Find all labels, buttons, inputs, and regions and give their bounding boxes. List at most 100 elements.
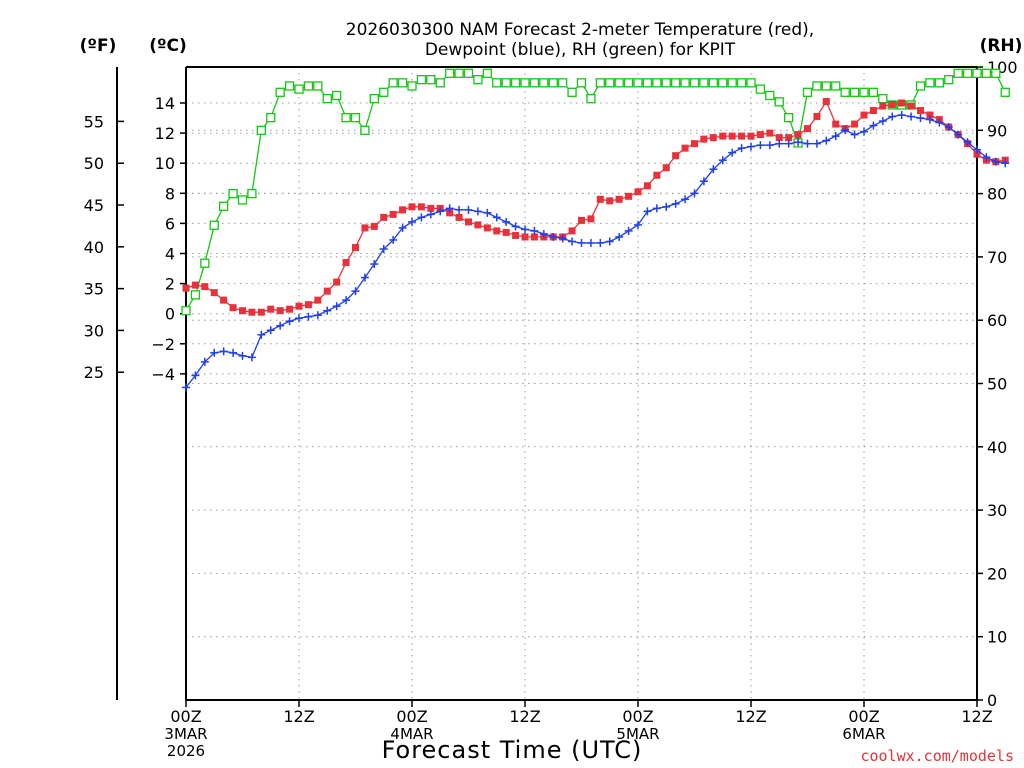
- rh-point: [699, 78, 709, 88]
- rh-point: [953, 68, 963, 78]
- temperature-point: [804, 125, 811, 133]
- dewpoint-point: [897, 111, 906, 120]
- rh-point: [350, 112, 361, 123]
- celsius-tick-label: 6: [165, 214, 175, 233]
- dewpoint-point: [615, 232, 624, 241]
- rh-tick-label: 50: [987, 375, 1007, 394]
- temperature-point: [182, 284, 190, 292]
- rh-tick-label: 80: [987, 185, 1007, 204]
- rh-point: [284, 81, 295, 91]
- temperature-point: [220, 296, 228, 304]
- axes: −4 −2 0 2 4 6 8 10 12 14 25 30 35 40 45 50 55 0 10 20 30 40 50…: [84, 58, 1018, 760]
- dewpoint-point: [794, 138, 803, 147]
- temperature-point: [785, 134, 793, 142]
- temperature-point: [361, 224, 369, 232]
- temperature-point: [465, 218, 472, 226]
- dewpoint-point: [775, 139, 784, 148]
- rh-point: [482, 68, 492, 78]
- x-tick-label: 00Z: [396, 707, 427, 726]
- dewpoint-point: [549, 232, 558, 241]
- rh-point: [379, 87, 389, 97]
- rh-point: [435, 78, 445, 88]
- dewpoint-point: [210, 348, 219, 357]
- rh-point: [755, 84, 766, 94]
- temperature-point: [267, 305, 275, 313]
- dewpoint-point: [944, 123, 953, 132]
- temperature-point: [606, 197, 614, 205]
- temperature-point: [719, 132, 727, 140]
- dewpoint-point: [935, 118, 944, 127]
- rh-point: [237, 195, 248, 205]
- temperature-point: [832, 120, 840, 128]
- dewpoint-point: [285, 317, 294, 326]
- rh-point: [718, 78, 728, 88]
- dewpoint-point: [313, 311, 322, 320]
- rh-point: [463, 68, 474, 78]
- temperature-point: [596, 195, 604, 203]
- x-tick-label: 00Z: [170, 707, 201, 726]
- temperature-point: [286, 305, 294, 313]
- fahrenheit-tick-label: 25: [84, 363, 104, 382]
- rh-point: [473, 75, 483, 85]
- temperature-point: [578, 216, 585, 224]
- dewpoint-point: [492, 213, 501, 222]
- dewpoint-point: [257, 330, 266, 339]
- rh-point: [558, 78, 568, 88]
- dewpoint-point: [577, 238, 586, 247]
- fahrenheit-tick-label: 35: [84, 280, 104, 299]
- rh-point: [878, 94, 888, 104]
- temperature-point: [973, 150, 981, 158]
- rh-point: [689, 78, 700, 88]
- temperature-point: [615, 195, 623, 203]
- dewpoint-point: [652, 204, 661, 213]
- temperature-point: [662, 164, 670, 172]
- dewpoint-point: [803, 139, 812, 148]
- dewpoint-point: [718, 156, 727, 165]
- dewpoint-point: [483, 208, 492, 217]
- dewpoint-point: [954, 130, 963, 139]
- rh-point: [181, 306, 191, 316]
- temperature-point: [568, 227, 576, 235]
- x-tick-label: 12Z: [735, 707, 766, 726]
- temperature-point: [370, 222, 378, 230]
- x-date-label: 6MAR: [842, 725, 885, 743]
- dewpoint-point: [756, 141, 765, 150]
- temperature-point: [304, 301, 312, 309]
- temperature-point: [380, 213, 388, 221]
- dewpoint-point: [878, 117, 887, 126]
- rh-tick-label: 90: [987, 121, 1007, 140]
- rh-point: [981, 68, 992, 78]
- rh-point: [934, 78, 944, 88]
- rh-point: [266, 112, 276, 123]
- dewpoint-point: [982, 153, 991, 162]
- dewpoint-point: [671, 199, 680, 208]
- rh-point: [784, 112, 794, 123]
- rh-point: [369, 94, 379, 104]
- rh-point: [548, 78, 558, 88]
- celsius-tick-label: 8: [165, 184, 175, 203]
- temperature-point: [672, 152, 680, 160]
- rh-point: [831, 81, 841, 91]
- rh-point: [416, 75, 427, 85]
- dewpoint-point: [916, 114, 925, 123]
- dewpoint-point: [398, 223, 407, 232]
- chart-title: 2026030300 NAM Forecast 2-meter Temperat…: [346, 20, 814, 60]
- rh-point: [859, 87, 869, 97]
- temperature-point: [907, 102, 915, 110]
- dewpoint-point: [596, 238, 605, 247]
- rh-tick-label: 60: [987, 311, 1007, 330]
- dewpoint-point: [765, 141, 774, 150]
- dewpoint-point: [605, 237, 614, 246]
- temperature-point: [389, 210, 397, 218]
- dewpoint-point: [586, 238, 595, 247]
- dewpoint-point: [558, 234, 567, 243]
- dewpoint-point: [869, 121, 878, 130]
- dewpoint-point: [963, 138, 972, 147]
- temperature-point: [700, 135, 708, 143]
- celsius-tick-label: 0: [165, 305, 175, 324]
- rh-point: [586, 94, 596, 104]
- dewpoint-point: [389, 235, 398, 244]
- rh-point: [680, 78, 690, 88]
- dewpoint-point: [643, 207, 652, 216]
